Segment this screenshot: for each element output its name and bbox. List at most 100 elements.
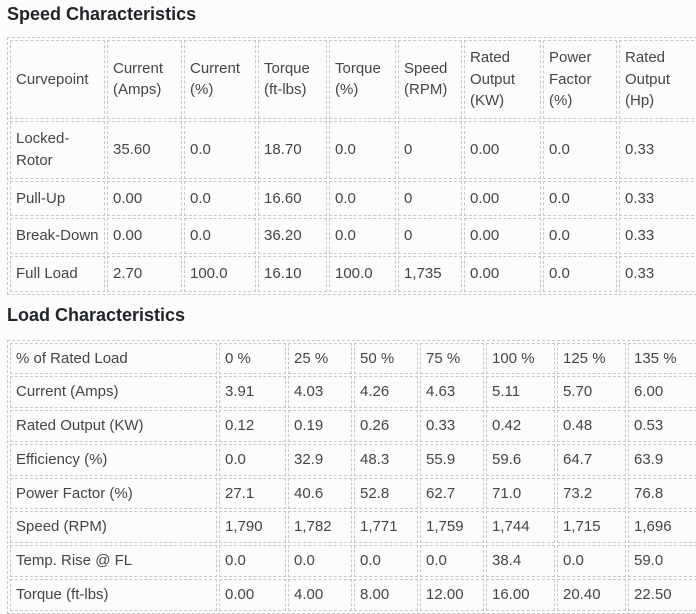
table-cell: 59.0 (628, 545, 696, 577)
table-cell: 32.9 (288, 443, 352, 476)
table-cell: 0 % (219, 342, 286, 375)
table-row: Full Load 2.70 100.0 16.10 100.0 1,735 0.00 0.0… (10, 256, 696, 292)
row-label: Full Load (10, 256, 105, 292)
table-cell: 0.00 (219, 578, 286, 611)
table-cell: 0.53 (628, 410, 696, 442)
table-cell: 36.20 (258, 218, 327, 255)
table-cell: 71.0 (486, 477, 555, 510)
table-cell: 0.33 (619, 256, 696, 292)
column-header: Torque (%) (329, 39, 396, 120)
table-cell: 0.42 (486, 410, 555, 442)
speed-characteristics-title: Speed Characteristics (7, 4, 197, 24)
table-cell: 16.10 (258, 256, 327, 292)
table-cell: 100.0 (184, 256, 256, 292)
table-cell: 40.6 (288, 477, 352, 510)
table-row: Rated Output (KW) 0.12 0.19 0.26 0.33 0.42 0.4… (10, 410, 696, 442)
table-cell: 1,759 (420, 511, 484, 544)
table-cell: 18.70 (258, 121, 327, 179)
table-cell: 8.00 (354, 578, 418, 611)
table-row: Current (Amps) 3.91 4.03 4.26 4.63 5.11 5.70 6.… (10, 376, 696, 409)
table-cell: 5.70 (557, 376, 626, 409)
table-cell: 0.0 (329, 121, 396, 179)
table-cell: 0.0 (288, 545, 352, 577)
table-cell: 0.00 (464, 121, 541, 179)
table-cell: 0.0 (184, 121, 256, 179)
table-cell: 125 % (557, 342, 626, 375)
table-cell: 16.60 (258, 180, 327, 217)
column-header: Rated Output (Hp) (619, 39, 696, 120)
table-cell: 38.4 (486, 545, 555, 577)
row-label: Speed (RPM) (10, 511, 217, 544)
row-label: Pull-Up (10, 180, 105, 217)
table-row: Locked-Rotor 35.60 0.0 18.70 0.0 0 0.00 0.0 0.33 (10, 121, 696, 179)
column-header: Curvepoint (10, 39, 105, 120)
table-cell: 63.9 (628, 443, 696, 476)
row-label: Torque (ft-lbs) (10, 578, 217, 611)
table-cell: 25 % (288, 342, 352, 375)
table-cell: 1,744 (486, 511, 555, 544)
table-cell: 0.00 (464, 180, 541, 217)
table-cell: 55.9 (420, 443, 484, 476)
table-cell: 1,696 (628, 511, 696, 544)
table-cell: 12.00 (420, 578, 484, 611)
table-cell: 0.00 (107, 180, 182, 217)
table-cell: 35.60 (107, 121, 182, 179)
table-cell: 0.26 (354, 410, 418, 442)
table-row: Temp. Rise @ FL 0.0 0.0 0.0 0.0 38.4 0.0 59.0 (10, 545, 696, 577)
table-row: Pull-Up 0.00 0.0 16.60 0.0 0 0.00 0.0 0.33 (10, 180, 696, 217)
table-row: % of Rated Load 0 % 25 % 50 % 75 % 100 % 125 %… (10, 342, 696, 375)
table-cell: 0.0 (329, 218, 396, 255)
table-cell: 100.0 (329, 256, 396, 292)
row-label: Locked-Rotor (10, 121, 105, 179)
table-cell: 1,715 (557, 511, 626, 544)
table-cell: 62.7 (420, 477, 484, 510)
table-cell: 59.6 (486, 443, 555, 476)
table-cell: 0.48 (557, 410, 626, 442)
table-cell: 0.33 (619, 121, 696, 179)
table-cell: 0 (398, 121, 462, 179)
row-label: Power Factor (%) (10, 477, 217, 510)
table-cell: 0.19 (288, 410, 352, 442)
row-label: Break-Down (10, 218, 105, 255)
table-cell: 20.40 (557, 578, 626, 611)
column-header: Power Factor (%) (543, 39, 617, 120)
column-header: Torque (ft-lbs) (258, 39, 327, 120)
table-cell: 76.8 (628, 477, 696, 510)
table-cell: 0.33 (619, 218, 696, 255)
row-label: Current (Amps) (10, 376, 217, 409)
table-cell: 4.63 (420, 376, 484, 409)
table-cell: 0.0 (219, 443, 286, 476)
table-cell: 0.33 (420, 410, 484, 442)
table-cell: 27.1 (219, 477, 286, 510)
table-row: Efficiency (%) 0.0 32.9 48.3 55.9 59.6 64.7 63.… (10, 443, 696, 476)
table-cell: 100 % (486, 342, 555, 375)
table-cell: 0.0 (557, 545, 626, 577)
table-cell: 1,790 (219, 511, 286, 544)
table-cell: 0.0 (184, 218, 256, 255)
row-label: Rated Output (KW) (10, 410, 217, 442)
table-cell: 0.12 (219, 410, 286, 442)
table-cell: 4.00 (288, 578, 352, 611)
table-cell: 3.91 (219, 376, 286, 409)
table-cell: 1,735 (398, 256, 462, 292)
column-header: Current (%) (184, 39, 256, 120)
speed-characteristics-table: Curvepoint Current (Amps) Current (%) Torqu… (7, 36, 696, 295)
table-cell: 0 (398, 180, 462, 217)
table-cell: 22.50 (628, 578, 696, 611)
table-cell: 75 % (420, 342, 484, 375)
table-cell: 0.0 (543, 256, 617, 292)
table-cell: 0.0 (329, 180, 396, 217)
table-row: Torque (ft-lbs) 0.00 4.00 8.00 12.00 16.00 20.… (10, 578, 696, 611)
table-cell: 0.0 (420, 545, 484, 577)
table-cell: 4.26 (354, 376, 418, 409)
table-cell: 50 % (354, 342, 418, 375)
table-cell: 52.8 (354, 477, 418, 510)
table-cell: 6.00 (628, 376, 696, 409)
table-row: Break-Down 0.00 0.0 36.20 0.0 0 0.00 0.0 0.33 (10, 218, 696, 255)
table-cell: 0 (398, 218, 462, 255)
table-cell: 48.3 (354, 443, 418, 476)
load-characteristics-table: % of Rated Load 0 % 25 % 50 % 75 % 100 % 125 %… (7, 339, 696, 614)
table-row: Power Factor (%) 27.1 40.6 52.8 62.7 71.0 73.2… (10, 477, 696, 510)
table-cell: 64.7 (557, 443, 626, 476)
table-cell: 0.00 (464, 218, 541, 255)
